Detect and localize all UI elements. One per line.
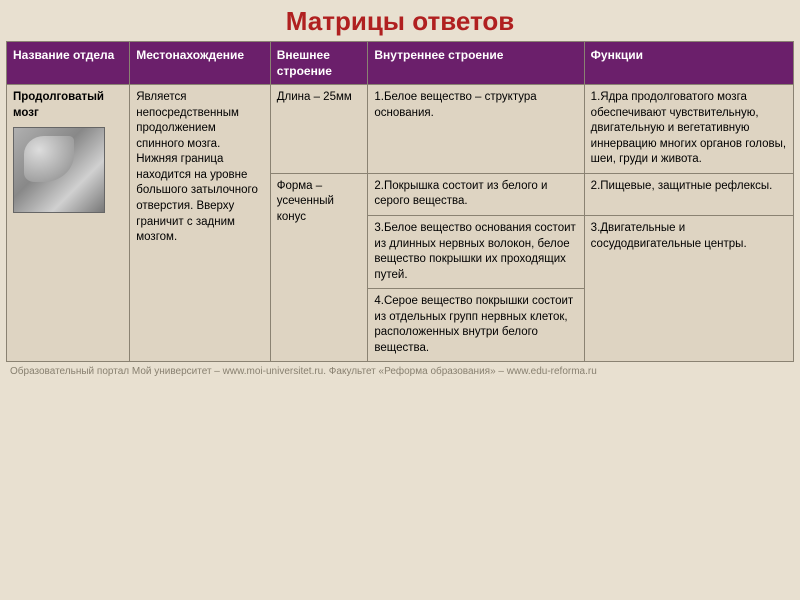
col-header-external: Внешнее строение [270, 42, 368, 85]
cell-location: Является непосредственным продолжением с… [130, 85, 270, 362]
footer-credit: Образовательный портал Мой университет –… [0, 362, 800, 381]
cell-internal-4: 4.Серое вещество покрышки состоит из отд… [368, 289, 584, 362]
cell-internal-3: 3.Белое вещество основания состоит из дл… [368, 215, 584, 288]
cell-external-2: Форма – усеченный конус [270, 173, 368, 361]
cell-internal-2: 2.Покрышка состоит из белого и серого ве… [368, 173, 584, 215]
cell-external-1: Длина – 25мм [270, 85, 368, 174]
cell-functions-1: 1.Ядра продолговатого мозга обеспечивают… [584, 85, 793, 174]
brain-illustration [13, 127, 105, 213]
cell-name: Продолговатый мозг [7, 85, 130, 362]
col-header-name: Название отдела [7, 42, 130, 85]
answer-matrix-table: Название отдела Местонахождение Внешнее … [6, 41, 794, 362]
table-header-row: Название отдела Местонахождение Внешнее … [7, 42, 794, 85]
table-row: Продолговатый мозг Является непосредстве… [7, 85, 794, 174]
col-header-functions: Функции [584, 42, 793, 85]
cell-functions-2: 2.Пищевые, защитные рефлексы. [584, 173, 793, 215]
col-header-internal: Внутреннее строение [368, 42, 584, 85]
section-name: Продолговатый мозг [13, 90, 123, 121]
cell-functions-3: 3.Двигательные и сосудодвигательные цент… [584, 215, 793, 361]
page-title: Матрицы ответов [0, 0, 800, 41]
col-header-location: Местонахождение [130, 42, 270, 85]
cell-internal-1: 1.Белое вещество – структура основания. [368, 85, 584, 174]
